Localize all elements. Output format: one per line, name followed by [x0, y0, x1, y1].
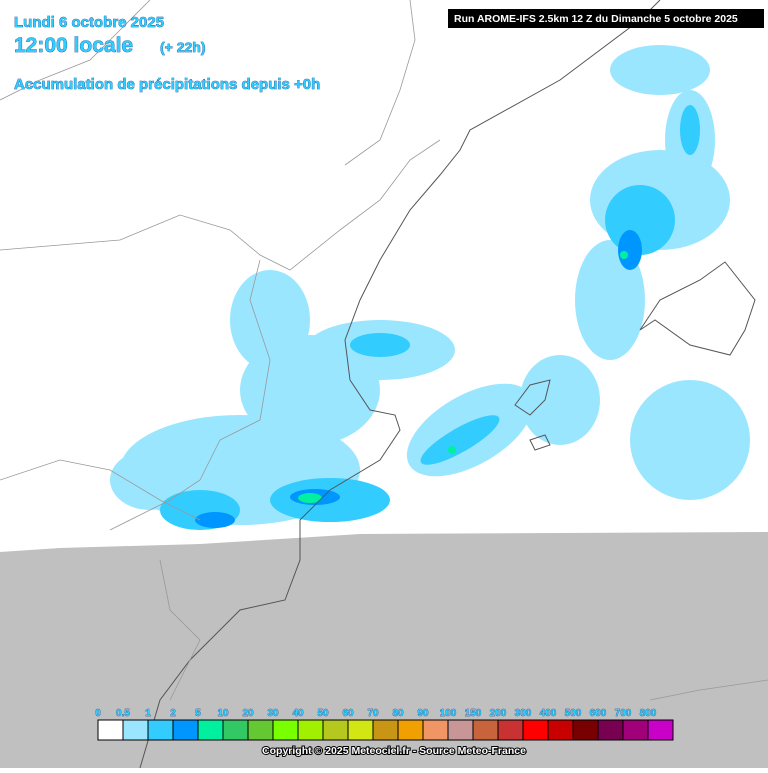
legend-label: 200: [490, 708, 507, 719]
legend-swatch: [222, 719, 249, 741]
lead-time: (+ 22h): [160, 39, 206, 55]
no-data-area: [0, 532, 768, 768]
legend-label: 0.5: [116, 708, 130, 719]
borders: [0, 0, 768, 701]
legend-label: 700: [615, 708, 632, 719]
precipitation-heavy: [160, 105, 700, 530]
legend-swatch: [647, 719, 674, 741]
legend-swatch: [197, 719, 224, 741]
legend-label: 70: [367, 708, 379, 719]
legend-swatch: [272, 719, 299, 741]
legend-label: 100: [440, 708, 457, 719]
coastlines: [139, 0, 756, 769]
legend-swatch: [397, 719, 424, 741]
legend-swatch: [122, 719, 149, 741]
legend-swatch: [447, 719, 474, 741]
legend-label: 30: [267, 708, 279, 719]
copyright: Copyright © 2025 Meteociel.fr - Source M…: [262, 745, 526, 757]
legend-label: 90: [417, 708, 429, 719]
legend-swatch: [522, 719, 549, 741]
legend-swatch: [622, 719, 649, 741]
date: Lundi 6 octobre 2025: [14, 14, 164, 31]
legend-swatch: [372, 719, 399, 741]
legend-swatch: [322, 719, 349, 741]
legend-swatch: [147, 719, 174, 741]
legend-label: 20: [242, 708, 254, 719]
legend-label: 2: [170, 708, 176, 719]
legend-swatch: [247, 719, 274, 741]
legend-label: 50: [317, 708, 329, 719]
legend-label: 500: [565, 708, 582, 719]
legend-label: 800: [640, 708, 657, 719]
legend-label: 80: [392, 708, 404, 719]
precip-spot: [448, 446, 456, 454]
legend-label: 60: [342, 708, 354, 719]
legend-swatch: [297, 719, 324, 741]
run-box: [448, 9, 764, 28]
parameter: Accumulation de précipitations depuis +0…: [14, 76, 320, 93]
legend: 0 0.5 1 2 5 10 20 30 40 50 60 70 80 90 100 150 200 300 400…: [95, 708, 674, 741]
legend-label: 1: [145, 708, 151, 719]
legend-swatch: [472, 719, 499, 741]
legend-swatch: [597, 719, 624, 741]
legend-label: 600: [590, 708, 607, 719]
legend-label: 0: [95, 708, 101, 719]
legend-label: 150: [465, 708, 482, 719]
local-time: 12:00 locale: [14, 34, 133, 57]
legend-label: 5: [195, 708, 201, 719]
legend-swatch: [547, 719, 574, 741]
legend-swatch: [497, 719, 524, 741]
legend-swatch: [97, 719, 124, 741]
precip-spot: [298, 493, 322, 503]
legend-swatch: [572, 719, 599, 741]
legend-label: 40: [292, 708, 304, 719]
precip-spot: [620, 251, 628, 259]
legend-label: 300: [515, 708, 532, 719]
legend-swatch: [347, 719, 374, 741]
legend-swatch: [172, 719, 199, 741]
run-info: Run AROME-IFS 2.5km 12 Z du Dimanche 5 o…: [454, 13, 738, 25]
legend-label: 400: [540, 708, 557, 719]
legend-label: 10: [217, 708, 229, 719]
legend-swatch: [422, 719, 449, 741]
